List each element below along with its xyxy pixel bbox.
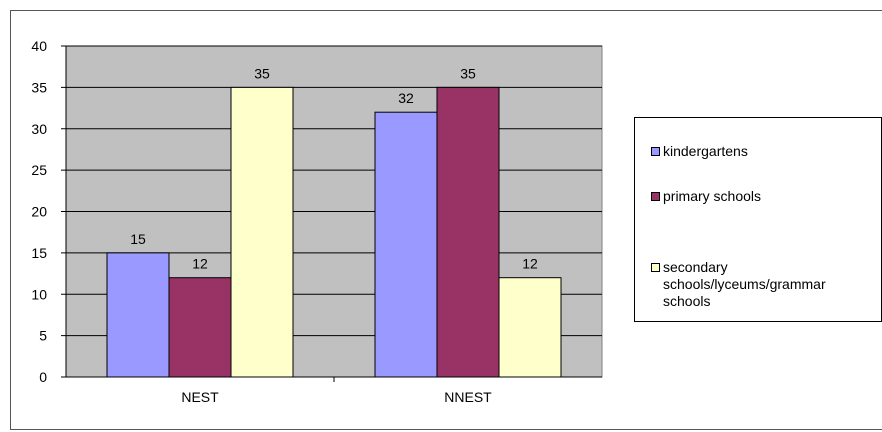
x-tick-label-nest: NEST	[181, 389, 219, 405]
y-tick-label-15: 15	[31, 245, 47, 261]
legend-swatch-secondary-schools	[651, 263, 660, 272]
data-label-nest-series-0: 15	[130, 231, 146, 247]
bar-nest-series-2	[230, 86, 294, 378]
legend-item-secondary-schools: secondary schools/lyceums/grammar schools	[651, 259, 879, 310]
bars	[106, 86, 562, 378]
y-tick-label-20: 20	[31, 204, 47, 220]
y-tick-label-30: 30	[31, 121, 47, 137]
data-label-nnest-series-0: 32	[398, 90, 414, 106]
data-label-nnest-series-1: 35	[460, 65, 476, 81]
y-axis: 0 5 10 15 20 25 30 35 40	[31, 38, 67, 385]
data-label-nest-series-2: 35	[254, 65, 270, 81]
data-label-nnest-series-2: 12	[522, 256, 538, 272]
legend-item-kindergartens: kindergartens	[651, 143, 879, 160]
legend-swatch-primary-schools	[651, 192, 660, 201]
legend-label-kindergartens: kindergartens	[663, 143, 748, 159]
y-tick-label-25: 25	[31, 162, 47, 178]
bar-nnest-series-2	[498, 277, 562, 378]
y-tick-label-10: 10	[31, 286, 47, 302]
bar-nest-series-0	[106, 252, 170, 378]
legend-label-primary-schools: primary schools	[663, 188, 762, 204]
legend-swatch-kindergartens	[651, 147, 660, 156]
bar-nest-series-1	[168, 277, 232, 378]
legend-item-primary-schools: primary schools	[651, 188, 879, 205]
legend-label-secondary-schools: secondary schools/lyceums/grammar schools	[663, 259, 826, 309]
y-tick-label-0: 0	[39, 369, 47, 385]
y-tick-label-35: 35	[31, 79, 47, 95]
x-axis: NEST NNEST	[66, 376, 602, 405]
data-label-nest-series-1: 12	[192, 256, 208, 272]
legend: kindergartens primary schools secondary s…	[634, 117, 882, 322]
data-labels: 15 12 35 32 35 12	[130, 65, 538, 271]
x-tick-label-nnest: NNEST	[444, 389, 492, 405]
y-tick-label-40: 40	[31, 38, 47, 54]
bar-nnest-series-1	[436, 86, 500, 378]
y-tick-label-5: 5	[39, 328, 47, 344]
bar-nnest-series-0	[374, 111, 438, 378]
